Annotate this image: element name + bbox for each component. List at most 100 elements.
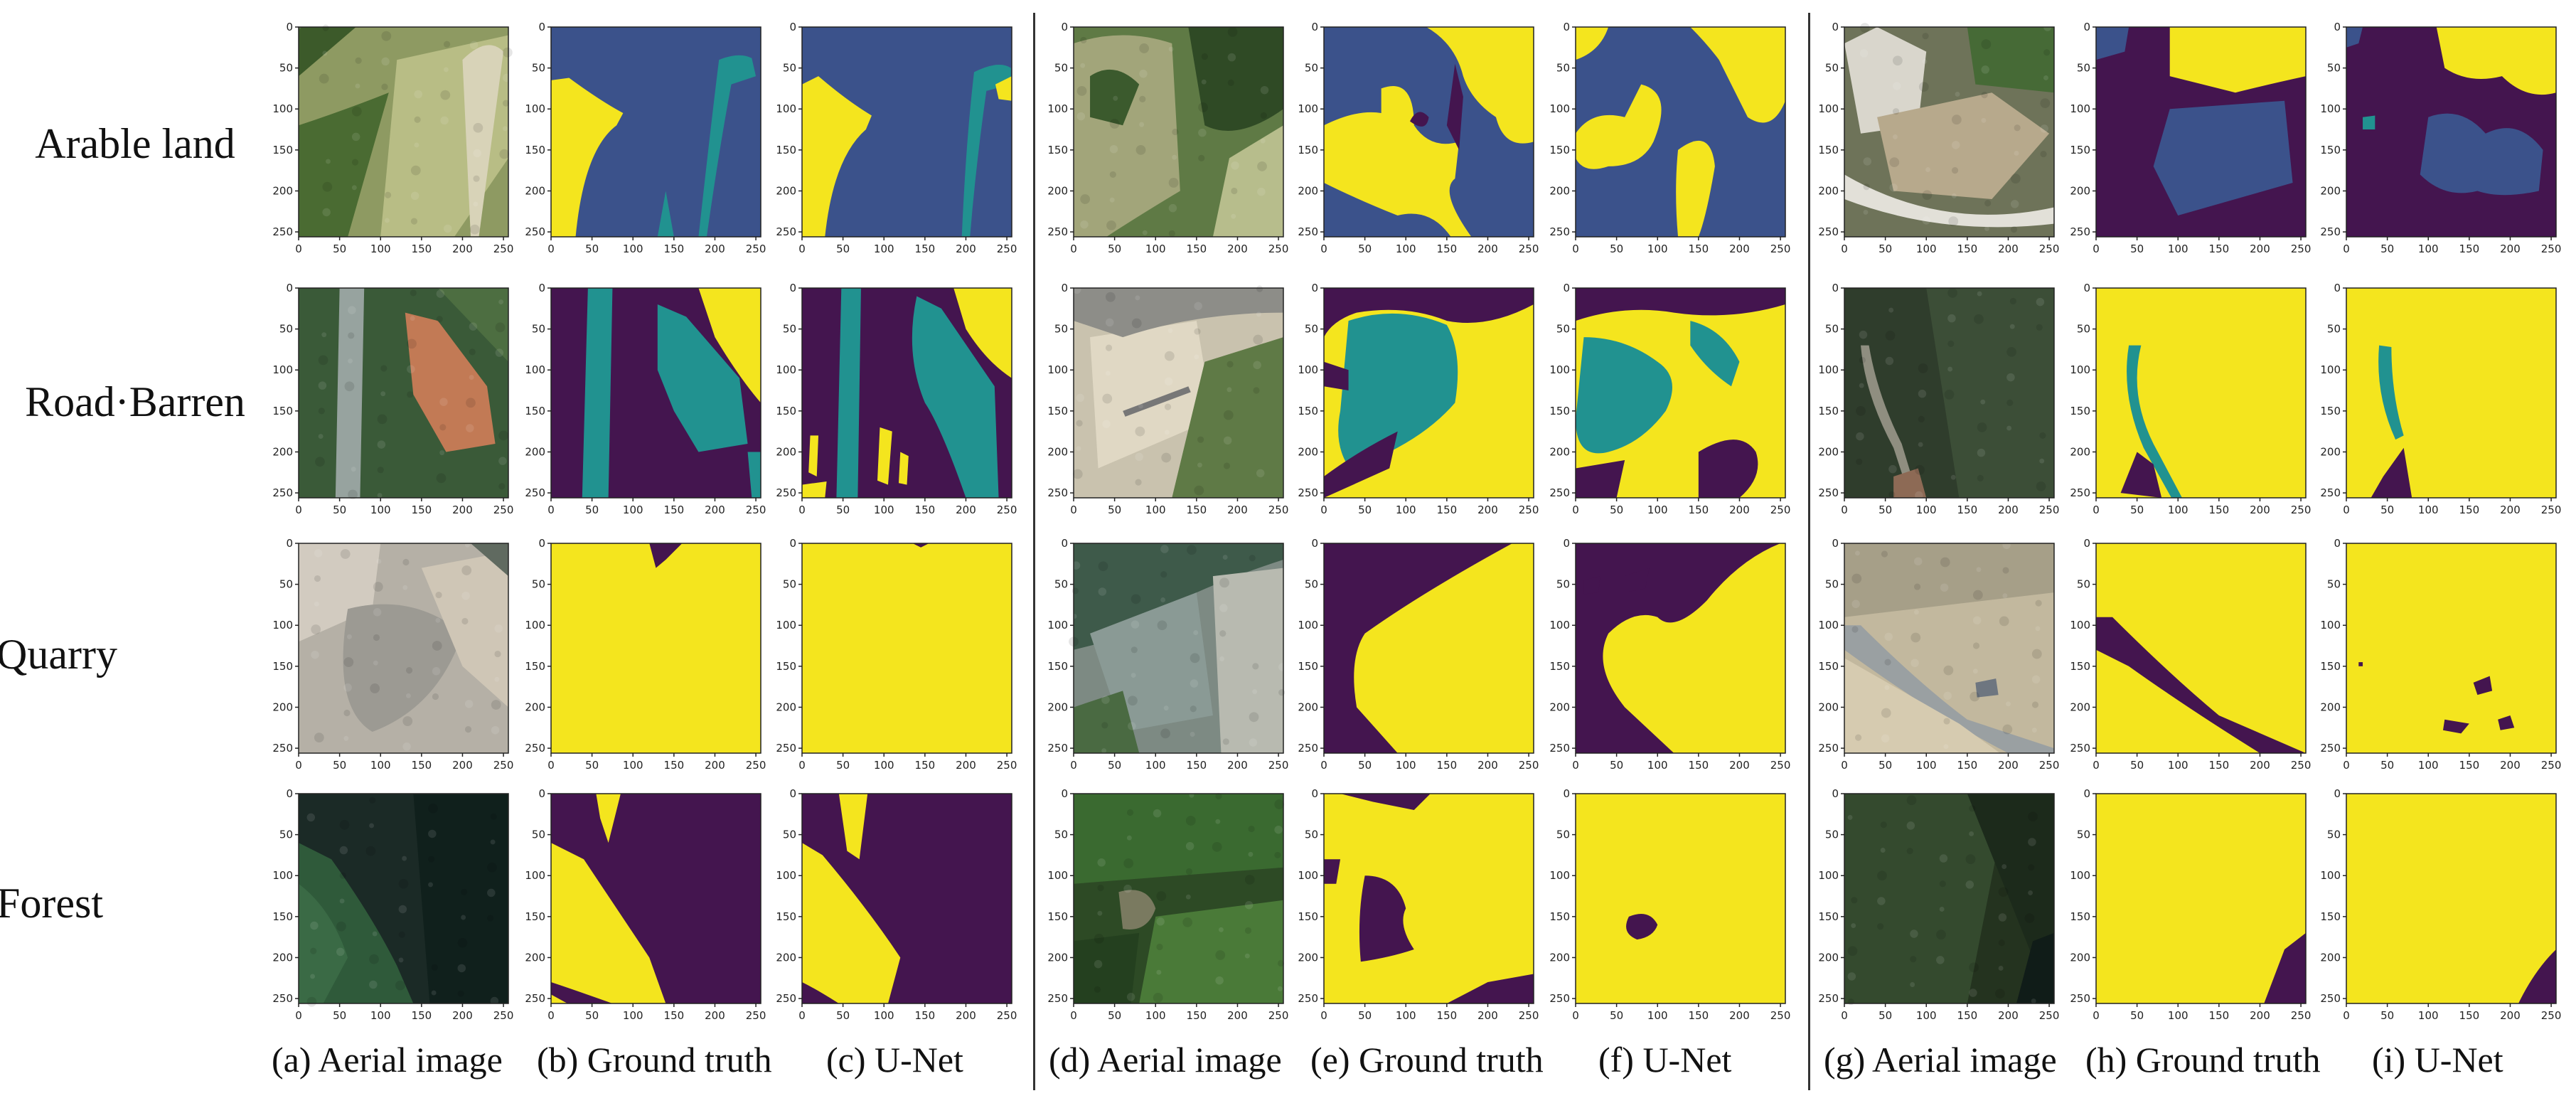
aerial-image-arable-a bbox=[296, 24, 513, 237]
texture-dot bbox=[1877, 923, 1884, 930]
x-tick-label: 50 bbox=[2130, 1009, 2144, 1022]
region-road-c-0 bbox=[836, 288, 861, 498]
axes-frame bbox=[2095, 26, 2307, 238]
y-tick-label: 50 bbox=[532, 62, 545, 75]
region-arable-e-0 bbox=[1324, 85, 1472, 237]
x-tick-label: 200 bbox=[1998, 1009, 2019, 1022]
x-tick-label: 150 bbox=[2209, 243, 2230, 255]
x-tick-label: 200 bbox=[956, 243, 976, 255]
y-tick-label: 150 bbox=[272, 405, 293, 417]
texture-dot bbox=[1943, 744, 1949, 750]
y-tick-label: 50 bbox=[2077, 323, 2090, 336]
texture-dot bbox=[343, 657, 354, 668]
texture-dot bbox=[1885, 330, 1896, 341]
texture-dot bbox=[322, 50, 328, 56]
region-road-e-2 bbox=[1324, 431, 1398, 498]
x-tick-label: 0 bbox=[2343, 504, 2350, 516]
x-tick-label: 150 bbox=[412, 243, 432, 255]
texture-dot bbox=[314, 575, 321, 582]
mask-image-road-h bbox=[2096, 288, 2306, 498]
y-tick-label: 0 bbox=[2083, 787, 2090, 800]
y-tick-label: 0 bbox=[1832, 787, 1839, 800]
texture-dot bbox=[1918, 442, 1923, 447]
region-arable-a-3 bbox=[299, 27, 356, 77]
y-tick-label: 150 bbox=[1818, 405, 1839, 417]
x-tick-label: 200 bbox=[1998, 243, 2019, 255]
texture-dot bbox=[1880, 821, 1887, 829]
texture-dot bbox=[369, 954, 379, 964]
y-tick-label: 0 bbox=[1563, 21, 1570, 33]
panel-forest-g: 0 50 100 150 200 250 0 50 100 150 200 250 bbox=[1818, 787, 2083, 1032]
texture-dot bbox=[473, 175, 480, 182]
region-quarry-c-0 bbox=[912, 543, 929, 548]
texture-dot bbox=[495, 322, 506, 333]
y-tick-label: 250 bbox=[2320, 992, 2341, 1005]
texture-dot bbox=[1859, 23, 1870, 33]
x-tick-label: 100 bbox=[1396, 1009, 1416, 1022]
region-road-f-0 bbox=[1576, 288, 1785, 321]
texture-dot bbox=[1278, 663, 1287, 671]
x-tick-label: 0 bbox=[547, 759, 555, 772]
x-tick-label: 250 bbox=[1770, 1009, 1791, 1022]
texture-dot bbox=[311, 650, 319, 659]
y-tick-label: 250 bbox=[776, 225, 796, 238]
x-tick-label: 150 bbox=[664, 1009, 685, 1022]
texture-dot bbox=[1156, 969, 1162, 975]
y-tick-label: 250 bbox=[272, 486, 293, 499]
texture-dot bbox=[1215, 976, 1224, 985]
texture-dot bbox=[502, 126, 508, 132]
panel-arable-f: 0 50 100 150 200 250 0 50 100 150 200 250 bbox=[1549, 21, 1814, 265]
x-tick-label: 150 bbox=[2209, 504, 2230, 516]
texture-dot bbox=[1915, 464, 1925, 475]
y-tick-label: 200 bbox=[1549, 445, 1570, 458]
texture-dot bbox=[1913, 609, 1919, 615]
y-tick-label: 50 bbox=[1305, 62, 1318, 75]
x-tick-label: 0 bbox=[798, 243, 806, 255]
texture-dot bbox=[2040, 124, 2048, 133]
x-tick-label: 150 bbox=[1437, 759, 1458, 772]
texture-dot bbox=[1984, 200, 1992, 207]
texture-dot bbox=[1157, 620, 1167, 631]
texture-dot bbox=[498, 483, 506, 490]
texture-dot bbox=[326, 159, 331, 164]
texture-dot bbox=[1851, 600, 1860, 609]
texture-dot bbox=[1244, 953, 1250, 959]
texture-dot bbox=[1253, 361, 1261, 370]
texture-dot bbox=[1215, 950, 1226, 960]
x-tick-label: 0 bbox=[1572, 759, 1579, 772]
x-tick-label: 200 bbox=[1729, 759, 1750, 772]
region-road-c-1 bbox=[912, 296, 999, 498]
y-tick-label: 50 bbox=[2327, 578, 2341, 591]
axes-frame bbox=[1575, 543, 1786, 754]
x-tick-label: 200 bbox=[2500, 243, 2521, 255]
texture-dot bbox=[1884, 659, 1891, 666]
y-tick-label: 0 bbox=[2334, 787, 2341, 800]
texture-dot bbox=[355, 57, 362, 64]
y-tick-label: 100 bbox=[1298, 619, 1318, 632]
panel-arable-a: 0 50 100 150 200 250 0 50 100 150 200 250 bbox=[272, 21, 537, 265]
x-tick-label: 200 bbox=[1477, 243, 1498, 255]
column-divider-left bbox=[1033, 13, 1035, 1090]
texture-dot bbox=[1981, 39, 1992, 50]
x-tick-label: 200 bbox=[2250, 759, 2270, 772]
mask-image-forest-e bbox=[1324, 794, 1534, 1003]
region-road-c-3 bbox=[808, 435, 819, 477]
x-tick-label: 50 bbox=[2380, 1009, 2394, 1022]
texture-dot bbox=[395, 980, 405, 991]
x-tick-label: 50 bbox=[1610, 1009, 1623, 1022]
mask-image-forest-b bbox=[551, 794, 761, 1003]
texture-dot bbox=[1101, 722, 1108, 729]
mask-image-forest-h bbox=[2096, 794, 2306, 1003]
texture-dot bbox=[1998, 965, 2004, 971]
y-tick-label: 200 bbox=[2070, 445, 2090, 458]
texture-dot bbox=[318, 381, 327, 390]
texture-dot bbox=[1190, 705, 1197, 713]
texture-dot bbox=[2010, 174, 2021, 184]
axes-frame bbox=[1844, 26, 2055, 238]
